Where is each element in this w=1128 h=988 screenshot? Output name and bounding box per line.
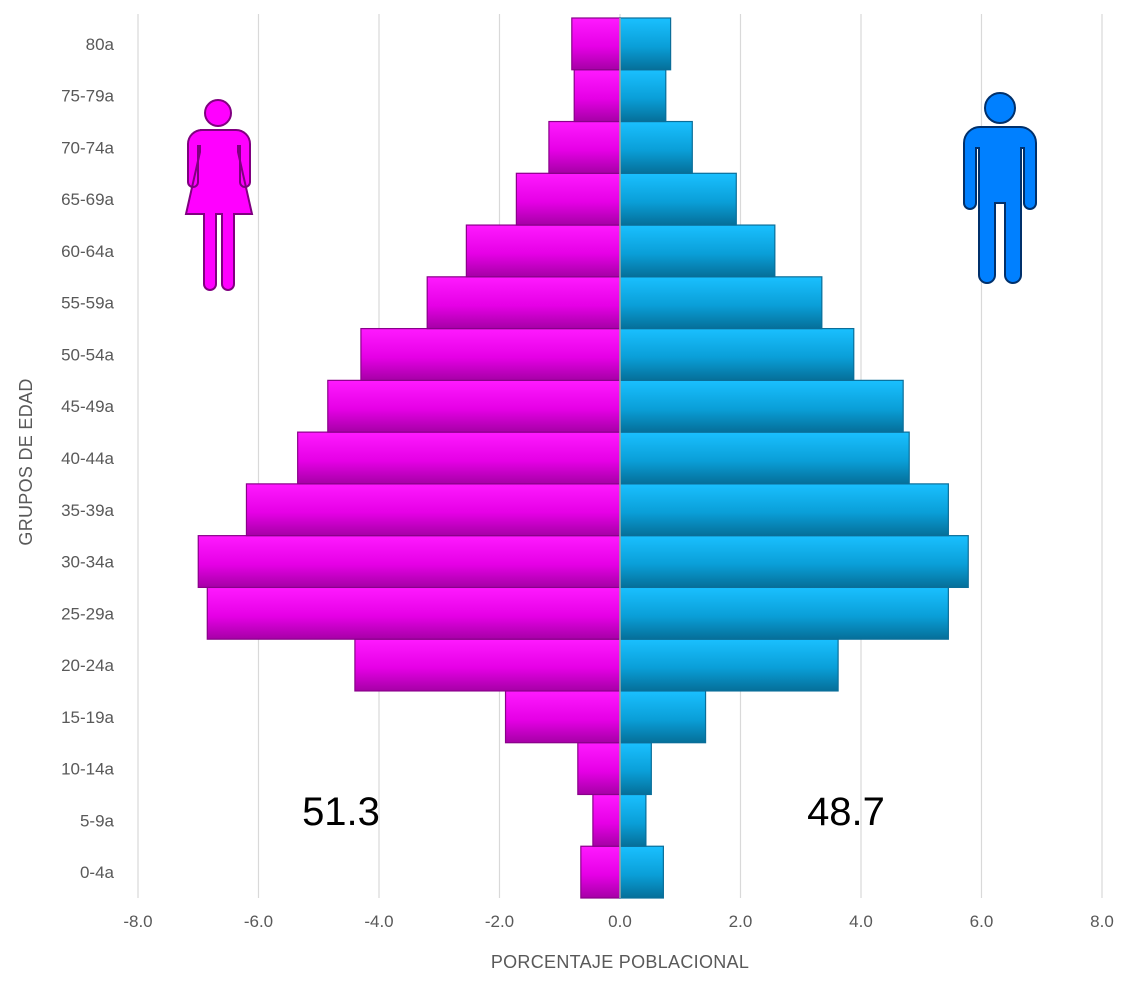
y-tick-label: 50-54a: [61, 345, 114, 364]
female-bar-70-74a: [548, 120, 621, 174]
x-tick-label: -6.0: [244, 912, 273, 931]
y-tick-label: 15-19a: [61, 708, 114, 727]
bars: [197, 17, 969, 899]
x-tick-label: -8.0: [123, 912, 152, 931]
female-bar-35-39a: [245, 483, 621, 537]
y-tick-label: 55-59a: [61, 294, 114, 313]
female-bar-80a: [571, 17, 621, 71]
x-tick-label: 6.0: [970, 912, 994, 931]
female-bar-50-54a: [360, 327, 621, 381]
male-bar-40-44a: [619, 431, 910, 485]
male-bar-10-14a: [619, 742, 652, 796]
y-tick-label: 40-44a: [61, 449, 114, 468]
female-bar-0-4a: [580, 845, 621, 899]
female-bar-20-24a: [354, 638, 621, 692]
x-tick-label: -2.0: [485, 912, 514, 931]
male-bar-0-4a: [619, 845, 664, 899]
female-bar-60-64a: [465, 224, 621, 278]
male-bar-45-49a: [619, 379, 904, 433]
female-figure-icon: [184, 99, 254, 291]
x-axis-title: PORCENTAJE POBLACIONAL: [491, 952, 749, 972]
male-bar-75-79a: [619, 69, 667, 123]
male-bar-20-24a: [619, 638, 839, 692]
female-bar-5-9a: [592, 793, 621, 847]
female-bar-25-29a: [206, 586, 621, 640]
y-tick-label: 65-69a: [61, 190, 114, 209]
male-bar-65-69a: [619, 172, 737, 226]
male-percentage-annotation: 48.7: [807, 790, 885, 834]
male-bar-60-64a: [619, 224, 776, 278]
female-bar-75-79a: [573, 69, 621, 123]
male-bar-5-9a: [619, 793, 647, 847]
female-bar-65-69a: [515, 172, 621, 226]
female-bar-55-59a: [426, 276, 621, 330]
y-tick-label: 35-39a: [61, 501, 114, 520]
y-tick-label: 25-29a: [61, 604, 114, 623]
male-bar-80a: [619, 17, 672, 71]
y-tick-label: 0-4a: [80, 863, 115, 882]
female-bar-30-34a: [197, 535, 621, 589]
x-tick-label: 4.0: [849, 912, 873, 931]
y-tick-label: 80a: [86, 35, 115, 54]
y-tick-label: 10-14a: [61, 760, 114, 779]
y-axis-title: GRUPOS DE EDAD: [16, 378, 36, 545]
x-tick-labels: -8.0 -6.0 -4.0 -2.0 0.0 2.0 4.0 6.0 8.0: [123, 912, 1113, 931]
male-figure-icon: [963, 92, 1037, 284]
x-tick-label: 2.0: [729, 912, 753, 931]
male-bar-25-29a: [619, 586, 949, 640]
y-tick-label: 45-49a: [61, 397, 114, 416]
male-bar-50-54a: [619, 327, 855, 381]
x-tick-label: 8.0: [1090, 912, 1114, 931]
male-bar-70-74a: [619, 120, 693, 174]
female-bar-10-14a: [577, 742, 621, 796]
x-tick-label: -4.0: [364, 912, 393, 931]
male-bar-30-34a: [619, 535, 969, 589]
x-tick-label: 0.0: [608, 912, 632, 931]
y-tick-label: 30-34a: [61, 553, 114, 572]
male-bar-35-39a: [619, 483, 949, 537]
male-bar-55-59a: [619, 276, 823, 330]
y-tick-label: 70-74a: [61, 138, 114, 157]
y-tick-label: 75-79a: [61, 87, 114, 106]
y-tick-label: 60-64a: [61, 242, 114, 261]
female-bar-15-19a: [504, 690, 621, 744]
female-bar-45-49a: [327, 379, 621, 433]
female-bar-40-44a: [297, 431, 621, 485]
y-tick-label: 5-9a: [80, 811, 115, 830]
female-percentage-annotation: 51.3: [302, 790, 380, 834]
y-tick-label: 20-24a: [61, 656, 114, 675]
y-tick-labels: 0-4a 5-9a 10-14a 15-19a 20-24a 25-29a 30-34a 35…: [61, 35, 114, 882]
male-bar-15-19a: [619, 690, 707, 744]
